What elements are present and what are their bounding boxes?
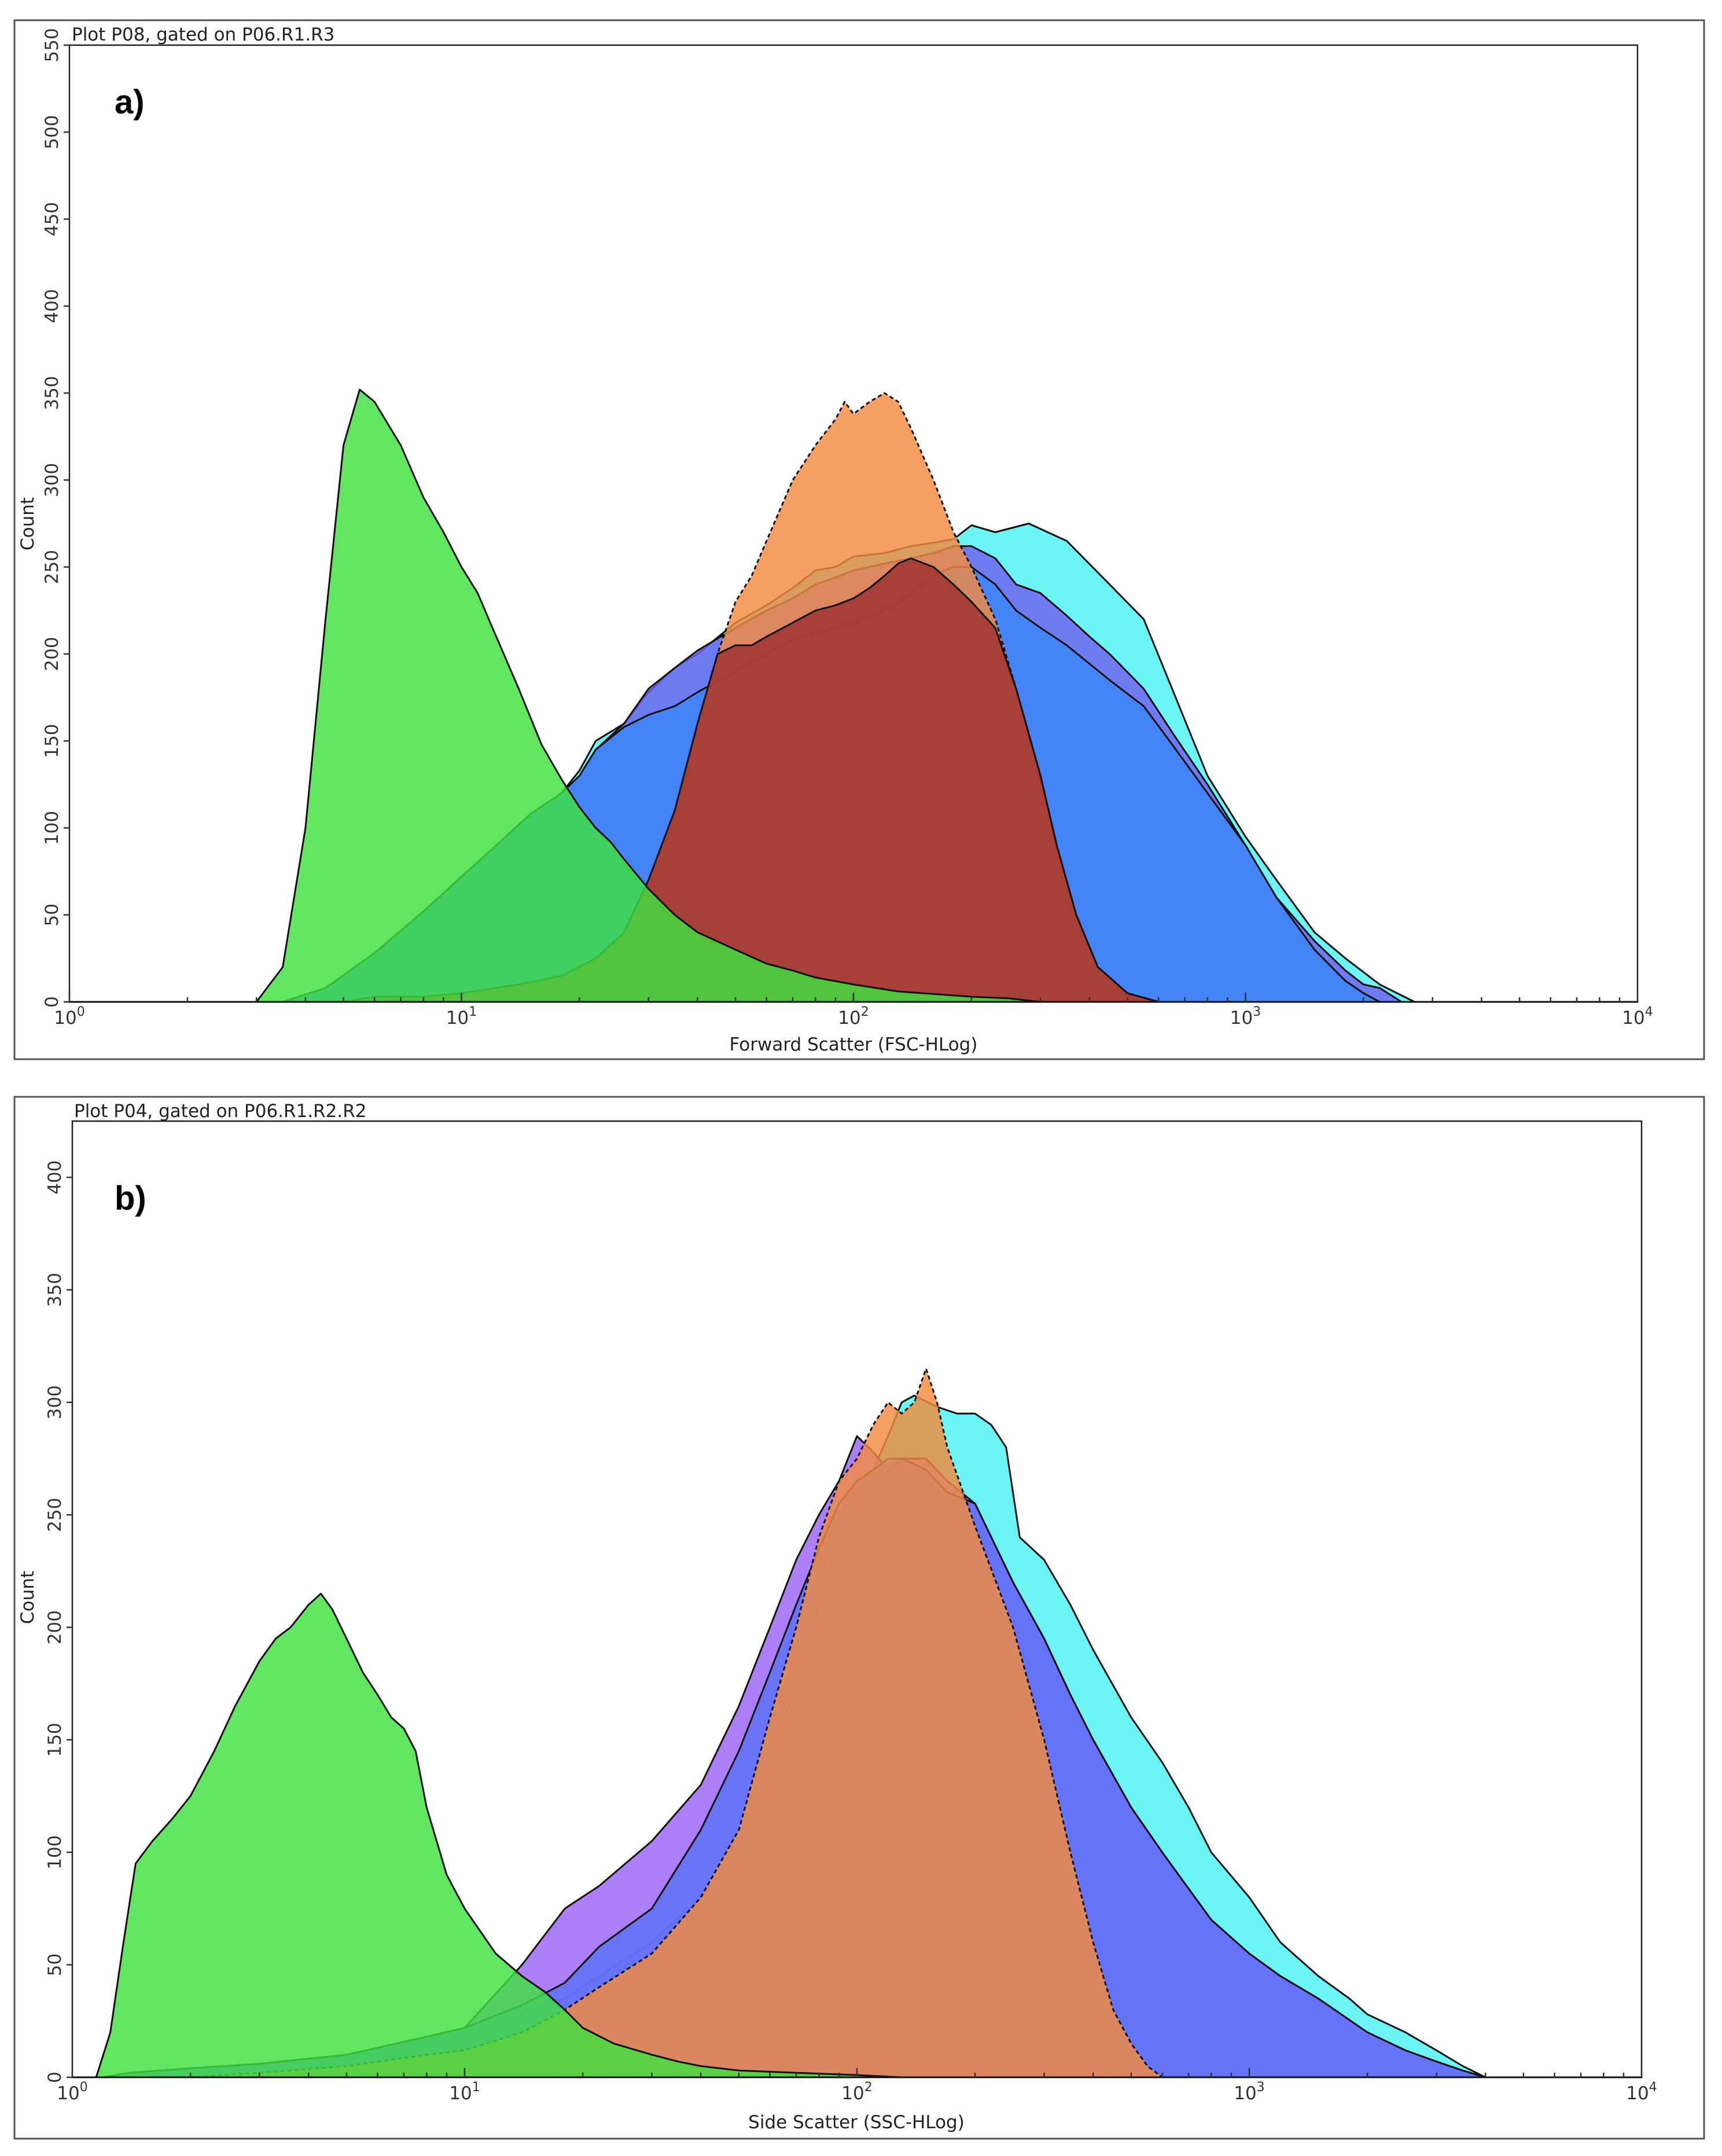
panel-b-x-tick-label: 103 xyxy=(1234,2080,1264,2104)
panel-b: Plot P04, gated on P06.R1.R2.R2 b) 0 50 10… xyxy=(13,1096,1705,2140)
panel-a-y-tick-label: 350 xyxy=(42,376,62,410)
panel-b-y-tick-label: 250 xyxy=(45,1498,65,1532)
panel-a-x-tick-label: 104 xyxy=(1622,1005,1653,1029)
panel-a-y-tick-label: 150 xyxy=(42,724,62,758)
panel-b-title: Plot P04, gated on P06.R1.R2.R2 xyxy=(74,1101,367,1122)
panel-a-x-tick-label: 101 xyxy=(446,1005,477,1029)
panel-b-y-tick-label: 200 xyxy=(45,1610,65,1644)
panel-a-y-axis: 0 50 100 150 200 250 300 350 400 450 500 550 xyxy=(42,28,69,1008)
panel-a-y-tick-label: 500 xyxy=(42,115,62,149)
panel-b-x-axis: 100 101 102 103 104 xyxy=(57,2068,1657,2104)
panel-a-y-tick-label: 300 xyxy=(42,463,62,497)
panel-a-y-tick-label: 200 xyxy=(42,637,62,671)
panel-b-y-tick-label: 400 xyxy=(45,1160,65,1195)
panel-a-series-5 xyxy=(68,388,1639,1003)
panel-a-x-axis-label: Forward Scatter (FSC-HLog) xyxy=(730,1034,978,1055)
panel-a-y-tick-label: 250 xyxy=(42,550,62,584)
panel-a-title: Plot P08, gated on P06.R1.R3 xyxy=(72,24,334,45)
panel-a-y-axis-label: Count xyxy=(17,497,38,550)
panel-b-y-axis-label: Count xyxy=(17,1571,38,1624)
panel-a-series-group xyxy=(68,388,1639,1003)
panel-b-x-tick-label: 100 xyxy=(57,2080,87,2104)
panel-a-y-tick-label: 50 xyxy=(42,903,62,926)
panel-b-y-tick-label: 100 xyxy=(45,1835,65,1869)
panel-b-x-tick-label: 102 xyxy=(841,2080,872,2104)
panel-a-x-tick-label: 102 xyxy=(838,1005,869,1029)
panel-b-y-tick-label: 50 xyxy=(45,1953,65,1976)
panel-b-x-tick-label: 101 xyxy=(449,2080,480,2104)
panel-a-y-tick-label: 0 xyxy=(42,996,62,1008)
panel-a-letter: a) xyxy=(115,83,145,121)
panel-a-x-tick-label: 103 xyxy=(1230,1005,1261,1029)
panel-b-y-tick-label: 350 xyxy=(45,1273,65,1307)
panel-b-y-axis: 0 50 100 150 200 250 300 350 400 xyxy=(45,1160,72,2083)
panel-b-x-tick-label: 104 xyxy=(1626,2080,1657,2104)
panel-a-x-tick-label: 100 xyxy=(54,1005,84,1029)
panel-a-x-axis: 100 101 102 103 104 xyxy=(54,993,1653,1029)
panel-a-y-tick-label: 450 xyxy=(42,202,62,236)
panel-a: Plot P08, gated on P06.R1.R3 a) 0 50 100 15… xyxy=(13,19,1705,1060)
panel-b-series-group xyxy=(71,1368,1643,2078)
panel-b-x-axis-label: Side Scatter (SSC-HLog) xyxy=(748,2112,965,2133)
panel-b-y-tick-label: 150 xyxy=(45,1722,65,1757)
panel-a-y-tick-label: 550 xyxy=(42,28,62,62)
panel-b-y-tick-label: 0 xyxy=(45,2071,65,2083)
panel-a-y-tick-label: 400 xyxy=(42,289,62,323)
panel-b-y-tick-label: 300 xyxy=(45,1385,65,1419)
panel-b-series-4 xyxy=(71,1592,1643,2078)
panel-b-letter: b) xyxy=(115,1180,146,1217)
panel-a-y-tick-label: 100 xyxy=(42,811,62,845)
